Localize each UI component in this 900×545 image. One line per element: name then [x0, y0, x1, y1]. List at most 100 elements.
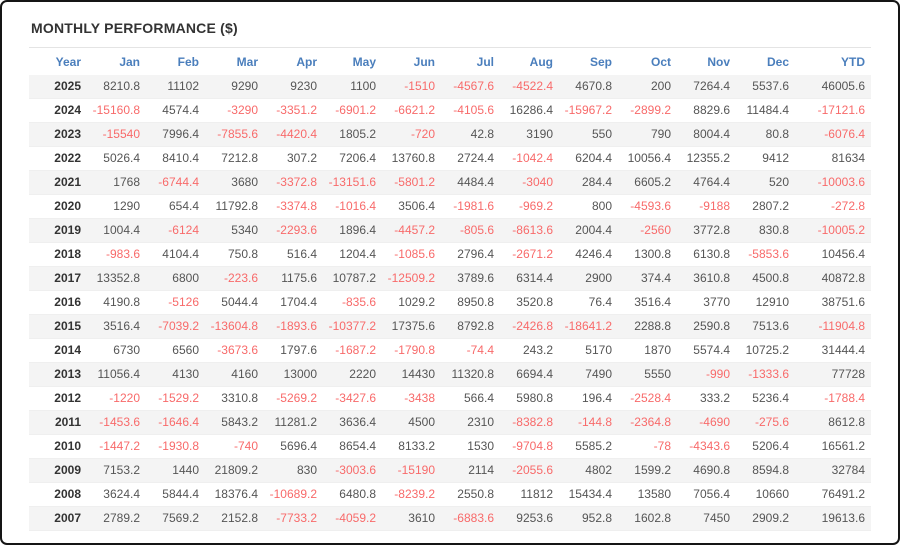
- column-header-year: Year: [55, 55, 81, 69]
- year-cell: 2023: [29, 122, 87, 147]
- month-value-cell: 16286.4: [500, 98, 559, 123]
- month-value-cell: -10377.2: [323, 314, 382, 339]
- month-value-cell: -3673.6: [205, 338, 264, 363]
- month-value-cell: 750.8: [205, 242, 264, 267]
- month-value-cell: -2560: [618, 218, 677, 243]
- month-value-cell: -5269.2: [264, 386, 323, 411]
- month-value-cell: -1790.8: [382, 338, 441, 363]
- year-cell: 2017: [29, 266, 87, 291]
- month-value-cell: -8239.2: [382, 482, 441, 507]
- month-value-cell: -7855.6: [205, 122, 264, 147]
- month-value-cell: -5126: [146, 290, 205, 315]
- month-value-cell: -969.2: [500, 194, 559, 219]
- month-value-cell: 10725.2: [736, 338, 795, 363]
- column-header-jul: Jul: [476, 55, 494, 69]
- month-value-cell: -7733.2: [264, 506, 323, 531]
- month-value-cell: -13151.6: [323, 170, 382, 195]
- month-value-cell: -18641.2: [559, 314, 618, 339]
- month-value-cell: 550: [559, 122, 618, 147]
- month-value-cell: 5537.6: [736, 75, 795, 99]
- month-value-cell: 12355.2: [677, 146, 736, 171]
- year-cell: 2024: [29, 98, 87, 123]
- month-value-cell: 1029.2: [382, 290, 441, 315]
- month-value-cell: 4500.8: [736, 266, 795, 291]
- month-value-cell: -3351.2: [264, 98, 323, 123]
- month-value-cell: 1440: [146, 458, 205, 483]
- ytd-cell: 81634: [795, 146, 871, 171]
- month-value-cell: 11281.2: [264, 410, 323, 435]
- month-value-cell: 13760.8: [382, 146, 441, 171]
- month-value-cell: 10660: [736, 482, 795, 507]
- month-value-cell: -275.6: [736, 410, 795, 435]
- month-value-cell: 830: [264, 458, 323, 483]
- month-value-cell: 8410.4: [146, 146, 205, 171]
- ytd-cell: -1788.4: [795, 386, 871, 411]
- month-value-cell: 952.8: [559, 506, 618, 531]
- month-value-cell: 2900: [559, 266, 618, 291]
- table-row-2022: 2022 5026.4 8410.4 7212.8 307.2 7206.4 13760.8…: [29, 146, 871, 171]
- table-row-2018: 2018 -983.6 4104.4 750.8 516.4 1204.4 -1085.6 2…: [29, 242, 871, 267]
- page-title: MONTHLY PERFORMANCE ($): [29, 14, 871, 48]
- month-value-cell: -4105.6: [441, 98, 500, 123]
- month-value-cell: -2293.6: [264, 218, 323, 243]
- month-value-cell: -720: [382, 122, 441, 147]
- month-value-cell: 10787.2: [323, 266, 382, 291]
- month-value-cell: 5574.4: [677, 338, 736, 363]
- month-value-cell: 3516.4: [618, 290, 677, 315]
- month-value-cell: -15190: [382, 458, 441, 483]
- month-value-cell: 1175.6: [264, 266, 323, 291]
- year-cell: 2012: [29, 386, 87, 411]
- table-header: Year Jan Feb Mar Apr May Jun Jul Aug Sep Oct Nov Dec…: [29, 48, 871, 75]
- month-value-cell: 654.4: [146, 194, 205, 219]
- ytd-cell: 77728: [795, 362, 871, 387]
- month-value-cell: 790: [618, 122, 677, 147]
- month-value-cell: 17375.6: [382, 314, 441, 339]
- ytd-cell: 8612.8: [795, 410, 871, 435]
- month-value-cell: -1016.4: [323, 194, 382, 219]
- month-value-cell: 3506.4: [382, 194, 441, 219]
- month-value-cell: -4059.2: [323, 506, 382, 531]
- month-value-cell: -2671.2: [500, 242, 559, 267]
- year-cell: 2014: [29, 338, 87, 363]
- month-value-cell: 2288.8: [618, 314, 677, 339]
- table-row-2007: 2007 2789.2 7569.2 2152.8 -7733.2 -4059.2 3610…: [29, 506, 871, 531]
- month-value-cell: 7212.8: [205, 146, 264, 171]
- month-value-cell: 3310.8: [205, 386, 264, 411]
- month-value-cell: 5844.4: [146, 482, 205, 507]
- month-value-cell: 520: [736, 170, 795, 195]
- month-value-cell: 2220: [323, 362, 382, 387]
- ytd-cell: -17121.6: [795, 98, 871, 123]
- month-value-cell: -990: [677, 362, 736, 387]
- ytd-cell: 10456.4: [795, 242, 871, 267]
- month-value-cell: -805.6: [441, 218, 500, 243]
- month-value-cell: -2426.8: [500, 314, 559, 339]
- month-value-cell: -2055.6: [500, 458, 559, 483]
- month-value-cell: 2789.2: [87, 506, 146, 531]
- ytd-cell: 31444.4: [795, 338, 871, 363]
- column-header-sep: Sep: [589, 55, 612, 69]
- month-value-cell: 200: [618, 75, 677, 99]
- month-value-cell: -2364.8: [618, 410, 677, 435]
- month-value-cell: -1981.6: [441, 194, 500, 219]
- month-value-cell: 4160: [205, 362, 264, 387]
- year-cell: 2011: [29, 410, 87, 435]
- ytd-cell: -10005.2: [795, 218, 871, 243]
- month-value-cell: 2590.8: [677, 314, 736, 339]
- month-value-cell: 11056.4: [87, 362, 146, 387]
- month-value-cell: 11792.8: [205, 194, 264, 219]
- month-value-cell: -15540: [87, 122, 146, 147]
- month-value-cell: 2724.4: [441, 146, 500, 171]
- ytd-cell: 38751.6: [795, 290, 871, 315]
- year-cell: 2025: [29, 75, 87, 99]
- table-row-2013: 2013 11056.4 4130 4160 13000 2220 14430 11320.8…: [29, 362, 871, 387]
- year-cell: 2020: [29, 194, 87, 219]
- column-header-dec: Dec: [766, 55, 789, 69]
- month-value-cell: -4522.4: [500, 75, 559, 99]
- month-value-cell: -1646.4: [146, 410, 205, 435]
- month-value-cell: -4593.6: [618, 194, 677, 219]
- column-header-apr: Apr: [296, 55, 317, 69]
- month-value-cell: -5801.2: [382, 170, 441, 195]
- month-value-cell: 1290: [87, 194, 146, 219]
- month-value-cell: 7450: [677, 506, 736, 531]
- month-value-cell: 80.8: [736, 122, 795, 147]
